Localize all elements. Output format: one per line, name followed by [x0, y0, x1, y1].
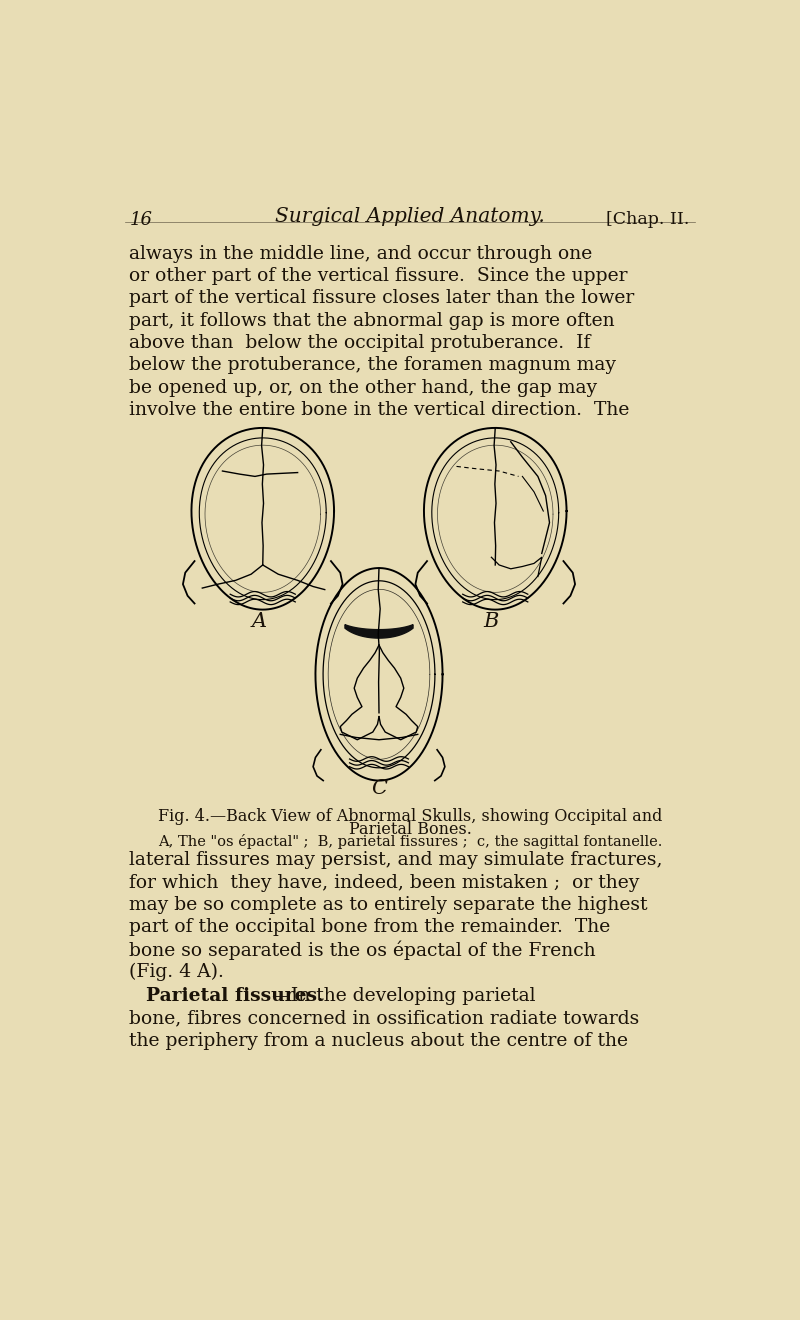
Text: (Fig. 4 Α).: (Fig. 4 Α). [130, 964, 224, 981]
Text: B: B [484, 611, 499, 631]
Text: bone, fibres concerned in ossification radiate towards: bone, fibres concerned in ossification r… [130, 1010, 640, 1027]
Text: part of the occipital bone from the remainder.  The: part of the occipital bone from the rema… [130, 919, 610, 936]
Text: [Chap. II.: [Chap. II. [606, 211, 689, 228]
Text: Parietal Bones.: Parietal Bones. [349, 821, 471, 838]
Text: lateral fissures may persist, and may simulate fractures,: lateral fissures may persist, and may si… [130, 851, 663, 870]
Text: Fig. 4.—Back View of Abnormal Skulls, showing Occipital and: Fig. 4.—Back View of Abnormal Skulls, sh… [158, 808, 662, 825]
Text: bone so separated is the os épactal of the French: bone so separated is the os épactal of t… [130, 941, 596, 960]
Text: above than  below the occipital protuberance.  If: above than below the occipital protubera… [130, 334, 591, 352]
Text: the periphery from a nucleus about the centre of the: the periphery from a nucleus about the c… [130, 1032, 629, 1049]
Text: always in the middle line, and occur through one: always in the middle line, and occur thr… [130, 244, 593, 263]
Text: 16: 16 [130, 211, 153, 228]
Text: involve the entire bone in the vertical direction.  The: involve the entire bone in the vertical … [130, 401, 630, 418]
Text: Surgical Applied Anatomy.: Surgical Applied Anatomy. [275, 207, 545, 226]
Text: or other part of the vertical fissure.  Since the upper: or other part of the vertical fissure. S… [130, 267, 628, 285]
Text: for which  they have, indeed, been mistaken ;  or they: for which they have, indeed, been mistak… [130, 874, 640, 892]
Text: C: C [371, 779, 387, 797]
Text: part of the vertical fissure closes later than the lower: part of the vertical fissure closes late… [130, 289, 634, 308]
Text: may be so complete as to entirely separate the highest: may be so complete as to entirely separa… [130, 896, 648, 913]
Text: Parietal fissures.: Parietal fissures. [146, 987, 324, 1005]
Polygon shape [345, 624, 413, 638]
Text: A, The "os épactal" ;  B, parietal fissures ;  c, the sagittal fontanelle.: A, The "os épactal" ; B, parietal fissur… [158, 834, 662, 849]
Text: A: A [251, 611, 266, 631]
Text: be opened up, or, on the other hand, the gap may: be opened up, or, on the other hand, the… [130, 379, 598, 396]
Text: part, it follows that the abnormal gap is more often: part, it follows that the abnormal gap i… [130, 312, 615, 330]
Text: below the protuberance, the foramen magnum may: below the protuberance, the foramen magn… [130, 356, 617, 375]
Text: —In the developing parietal: —In the developing parietal [272, 987, 535, 1005]
